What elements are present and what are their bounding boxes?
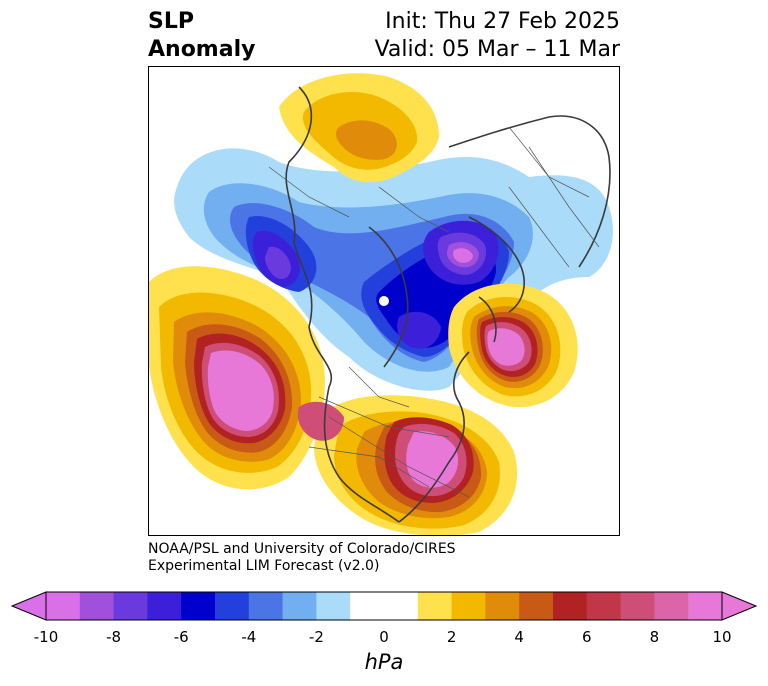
- colorbar-segment: [553, 592, 588, 620]
- colorbar-segment: [282, 592, 317, 620]
- colorbar-tick-label: -10: [33, 628, 59, 646]
- colorbar-unit: hPa: [364, 650, 404, 674]
- credits-line-2: Experimental LIM Forecast (v2.0): [148, 558, 380, 574]
- colorbar-tick-label: -2: [308, 628, 324, 646]
- positive-anomaly-atlantic: [448, 283, 578, 408]
- colorbar-segments: [10, 591, 758, 621]
- colorbar-tick-label: 6: [582, 628, 592, 646]
- map-title: SLP Anomaly: [148, 8, 255, 64]
- colorbar-segment: [519, 592, 554, 620]
- colorbar-extend-min: [10, 591, 47, 621]
- colorbar-segment: [417, 592, 453, 620]
- title-line-2: Anomaly: [148, 37, 256, 62]
- colorbar-segment: [316, 592, 351, 620]
- colorbar-segment: [46, 592, 81, 620]
- colorbar-segment: [215, 592, 250, 620]
- colorbar-tick-label: -6: [173, 628, 189, 646]
- colorbar-segment: [384, 592, 419, 620]
- colorbar-segment: [181, 592, 216, 620]
- colorbar-segment: [147, 592, 182, 620]
- init-date: Init: Thu 27 Feb 2025: [385, 9, 620, 34]
- colorbar-tick-label: 8: [649, 628, 660, 646]
- colorbar-tick-label: 4: [514, 628, 524, 646]
- anomaly-map: [148, 66, 620, 536]
- colorbar-segment: [451, 592, 486, 620]
- colorbar-segment: [113, 592, 148, 620]
- colorbar-tick-label: 0: [379, 628, 389, 646]
- colorbar-tick-label: -8: [106, 628, 122, 646]
- colorbar-segment: [654, 592, 689, 620]
- colorbar-tick-label: 10: [712, 628, 732, 646]
- colorbar-extend-max: [721, 591, 758, 621]
- coastlines: [285, 86, 611, 523]
- colorbar-segment: [620, 592, 655, 620]
- forecast-dates: Init: Thu 27 Feb 2025 Valid: 05 Mar – 11…: [375, 8, 620, 64]
- colorbar-segment: [485, 592, 520, 620]
- colorbar-segment: [79, 592, 115, 620]
- positive-anomaly-pacific: [149, 266, 325, 490]
- valid-dates: Valid: 05 Mar – 11 Mar: [374, 37, 620, 62]
- colorbar-tick-label: 2: [446, 628, 457, 646]
- map-canvas: [149, 73, 613, 535]
- colorbar-segment: [350, 592, 385, 620]
- colorbar-tick-label: -4: [241, 628, 257, 646]
- colorbar-border: [45, 591, 723, 621]
- colorbar: [10, 591, 758, 621]
- positive-anomaly-arctic: [279, 73, 439, 183]
- credits-line-1: NOAA/PSL and University of Colorado/CIRE…: [148, 541, 456, 557]
- colorbar-segment: [688, 592, 723, 620]
- title-line-1: SLP: [148, 9, 194, 34]
- borders: [268, 126, 600, 498]
- colorbar-segment: [248, 592, 284, 620]
- colorbar-segment: [586, 592, 622, 620]
- credits: NOAA/PSL and University of Colorado/CIRE…: [148, 541, 456, 575]
